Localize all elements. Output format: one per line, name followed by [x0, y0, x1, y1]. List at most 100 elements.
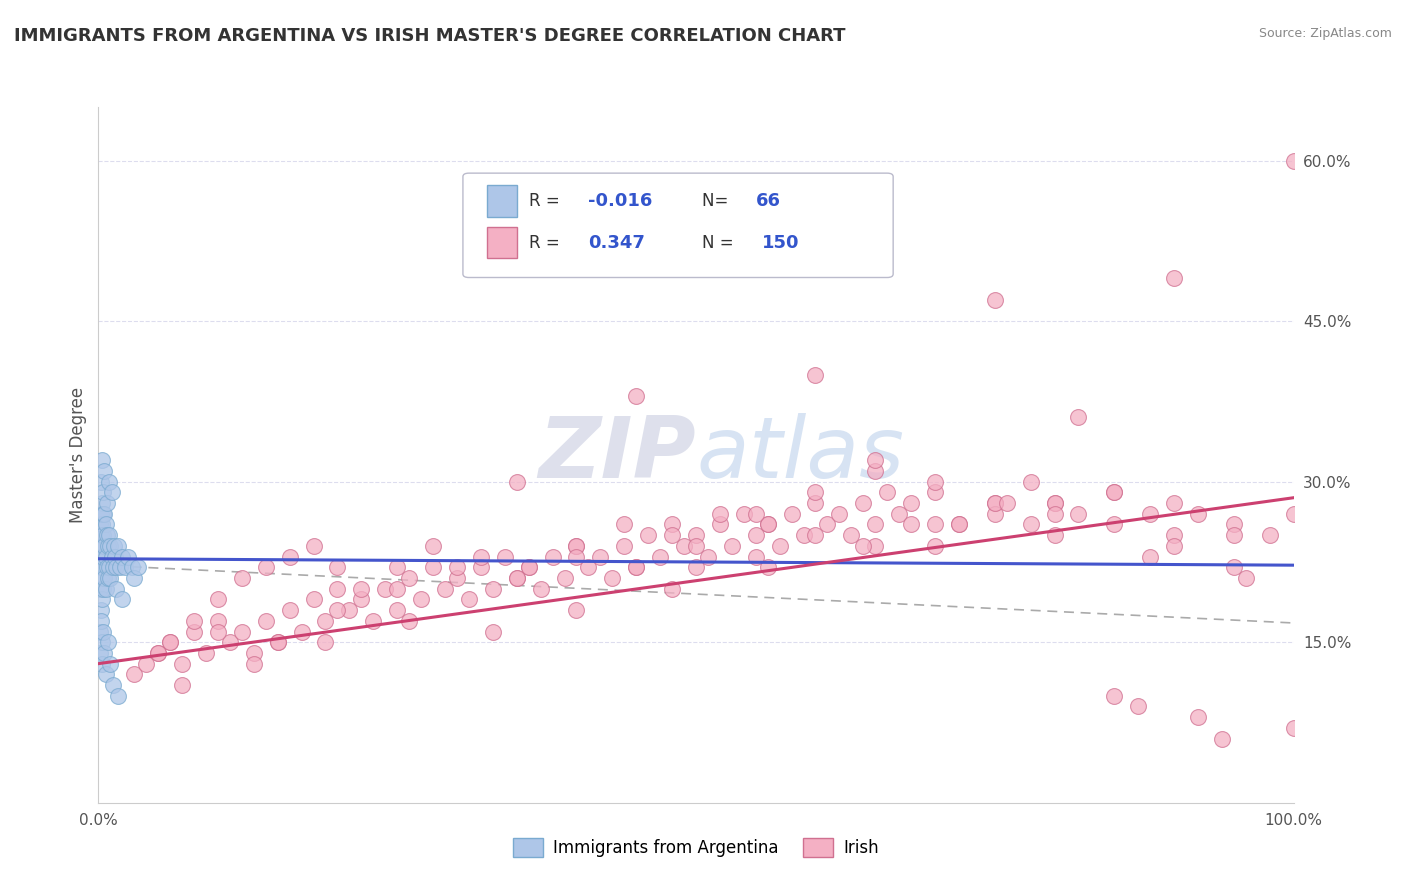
- Point: [852, 496, 875, 510]
- Point: [1104, 689, 1126, 703]
- Point: [530, 582, 553, 596]
- Point: [114, 560, 136, 574]
- Point: [90, 507, 112, 521]
- Point: [1104, 485, 1126, 500]
- Point: [1043, 507, 1066, 521]
- Point: [302, 592, 325, 607]
- Point: [446, 560, 468, 574]
- Point: [709, 517, 731, 532]
- Point: [94, 517, 117, 532]
- Point: [105, 582, 128, 596]
- Point: [1282, 507, 1305, 521]
- Point: [254, 560, 277, 574]
- Point: [172, 657, 194, 671]
- Point: [924, 539, 946, 553]
- Point: [804, 496, 827, 510]
- Point: [841, 528, 863, 542]
- Point: [1211, 731, 1233, 746]
- Point: [243, 646, 266, 660]
- Point: [865, 517, 887, 532]
- Point: [876, 485, 898, 500]
- Point: [385, 560, 409, 574]
- Point: [159, 635, 181, 649]
- Point: [494, 549, 516, 564]
- Point: [804, 485, 827, 500]
- Point: [626, 560, 648, 574]
- Point: [1019, 517, 1042, 532]
- Point: [1187, 507, 1209, 521]
- Point: [91, 657, 114, 671]
- Point: [756, 517, 779, 532]
- Point: [278, 603, 301, 617]
- Point: [124, 571, 146, 585]
- Point: [709, 507, 731, 521]
- Point: [673, 539, 696, 553]
- Point: [648, 549, 672, 564]
- Point: [565, 539, 588, 553]
- Text: R =: R =: [529, 192, 565, 210]
- Point: [91, 560, 114, 574]
- Text: Source: ZipAtlas.com: Source: ZipAtlas.com: [1258, 27, 1392, 40]
- Point: [1187, 710, 1209, 724]
- Text: 66: 66: [756, 192, 780, 210]
- Point: [446, 571, 468, 585]
- Point: [315, 614, 337, 628]
- Point: [104, 549, 127, 564]
- Point: [948, 517, 970, 532]
- Point: [291, 624, 314, 639]
- Point: [103, 539, 125, 553]
- Point: [804, 528, 827, 542]
- Point: [506, 475, 529, 489]
- Point: [1067, 507, 1090, 521]
- Point: [1043, 496, 1066, 510]
- Point: [98, 528, 121, 542]
- Point: [554, 571, 576, 585]
- Point: [1128, 699, 1150, 714]
- Text: ZIP: ZIP: [538, 413, 696, 497]
- Point: [793, 528, 815, 542]
- Point: [411, 592, 433, 607]
- Point: [207, 624, 229, 639]
- Point: [1104, 485, 1126, 500]
- Point: [89, 646, 111, 660]
- Point: [1139, 549, 1161, 564]
- Point: [97, 539, 120, 553]
- Point: [565, 539, 588, 553]
- Point: [96, 496, 118, 510]
- Text: IMMIGRANTS FROM ARGENTINA VS IRISH MASTER'S DEGREE CORRELATION CHART: IMMIGRANTS FROM ARGENTINA VS IRISH MASTE…: [14, 27, 845, 45]
- Point: [984, 507, 1007, 521]
- Point: [1019, 475, 1042, 489]
- Point: [565, 603, 588, 617]
- Point: [315, 635, 337, 649]
- Point: [1223, 528, 1246, 542]
- Point: [98, 571, 122, 585]
- Point: [183, 614, 205, 628]
- Point: [1043, 528, 1066, 542]
- Point: [626, 389, 648, 403]
- Point: [721, 539, 744, 553]
- Point: [481, 582, 505, 596]
- Point: [107, 689, 129, 703]
- Point: [398, 571, 420, 585]
- Point: [243, 657, 266, 671]
- Point: [93, 507, 115, 521]
- Point: [1223, 560, 1246, 574]
- Point: [637, 528, 659, 542]
- Point: [948, 517, 970, 532]
- Point: [89, 517, 111, 532]
- Point: [91, 485, 114, 500]
- Point: [506, 571, 529, 585]
- Point: [91, 453, 114, 467]
- Point: [97, 571, 120, 585]
- Point: [780, 507, 803, 521]
- Point: [148, 646, 170, 660]
- Point: [107, 539, 129, 553]
- Point: [685, 560, 707, 574]
- Point: [89, 624, 111, 639]
- Point: [398, 614, 420, 628]
- Point: [267, 635, 290, 649]
- Point: [804, 368, 827, 382]
- Text: 0.347: 0.347: [589, 234, 645, 252]
- Legend: Immigrants from Argentina, Irish: Immigrants from Argentina, Irish: [506, 831, 886, 864]
- Point: [589, 549, 612, 564]
